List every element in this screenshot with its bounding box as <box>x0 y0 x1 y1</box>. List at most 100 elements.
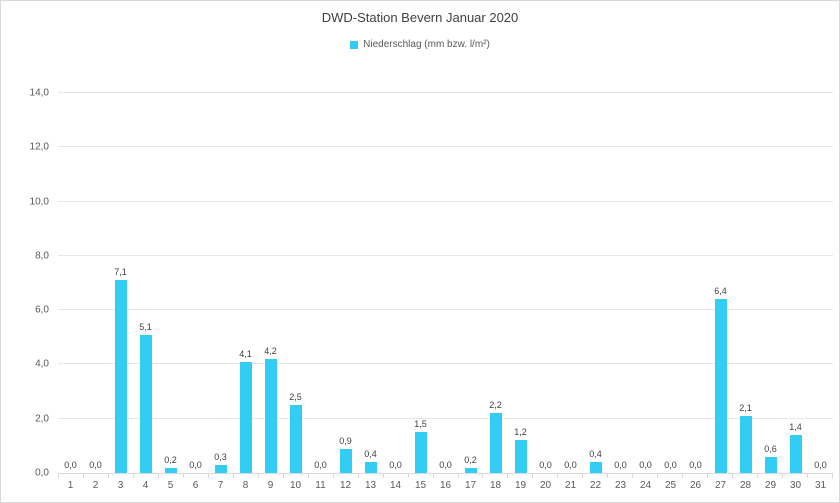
x-axis-label: 7 <box>217 480 224 491</box>
tick-mark <box>184 474 209 478</box>
tick-mark <box>783 474 809 478</box>
bar <box>114 280 127 473</box>
x-axis-label: 26 <box>689 480 702 491</box>
x-axis-label: 14 <box>389 480 402 491</box>
bar-category: 1,5 <box>408 93 433 473</box>
gridline <box>58 200 833 202</box>
x-axis-label: 29 <box>764 480 777 491</box>
tick-mark <box>359 474 384 478</box>
chart-title: DWD-Station Bevern Januar 2020 <box>321 10 519 25</box>
bar-value-label: 1,5 <box>414 419 427 430</box>
bar <box>239 361 252 473</box>
bar <box>714 299 727 473</box>
bar-value-label: 0,0 <box>814 460 827 470</box>
bar-category: 4,2 <box>258 93 283 473</box>
bar-value-label: 0,0 <box>639 460 652 470</box>
bar-category: 0,9 <box>333 93 358 473</box>
bar-category: 7,1 <box>108 93 133 473</box>
bar-value-label: 0,0 <box>89 460 102 470</box>
tick-mark <box>533 474 559 478</box>
y-axis-tick-label: 4,0 <box>35 358 49 370</box>
bar-category: 6,4 <box>708 93 733 473</box>
bar-category: 0,6 <box>758 93 783 473</box>
bar <box>414 432 427 473</box>
bar-value-label: 0,4 <box>364 449 377 460</box>
x-axis-label: 8 <box>242 480 249 491</box>
tick-mark <box>284 474 309 478</box>
bar-value-label: 0,6 <box>764 443 777 454</box>
legend-swatch-icon <box>350 40 359 49</box>
bar-category: 0,0 <box>608 93 633 473</box>
bar-category: 0,0 <box>183 93 208 473</box>
tick-mark <box>483 474 509 478</box>
bar-value-label: 4,2 <box>264 346 277 356</box>
bar-category: 0,0 <box>808 93 833 473</box>
bar-value-label: 0,0 <box>439 460 452 470</box>
x-axis-labels: 1 2 3 4 5 6 7 8 9 10 11 12 13 14 15 16 17 18 19 20 21 22 23 24 2… <box>58 480 833 491</box>
gridline <box>58 363 833 365</box>
x-axis-label: 25 <box>664 480 677 491</box>
tick-mark <box>109 474 134 478</box>
x-axis-label: 15 <box>414 480 427 491</box>
bar-value-label: 2,5 <box>289 392 302 403</box>
tick-mark <box>409 474 434 478</box>
gridline <box>58 146 833 148</box>
bar-value-label: 2,1 <box>739 403 752 413</box>
x-axis-label: 30 <box>789 480 802 491</box>
x-axis-label: 3 <box>117 480 124 491</box>
bar-value-label: 0,0 <box>564 460 577 470</box>
bar-value-label: 0,0 <box>664 460 677 470</box>
y-axis: 0,0 2,0 4,0 6,0 8,0 10,0 12,0 14,0 <box>1 88 49 479</box>
x-axis-label: 11 <box>315 480 326 491</box>
bar-category: 0,0 <box>83 93 108 473</box>
y-axis-tick-label: 10,0 <box>29 196 49 208</box>
bar-category: 1,4 <box>783 93 808 473</box>
bar-category: 0,0 <box>308 93 333 473</box>
x-axis-label: 2 <box>92 480 99 491</box>
bar <box>364 462 377 473</box>
tick-mark <box>808 474 834 478</box>
y-axis-tick-label: 2,0 <box>35 413 49 425</box>
bar <box>764 456 777 473</box>
tick-mark <box>159 474 184 478</box>
tick-mark <box>209 474 234 478</box>
bar-category: 1,2 <box>508 93 533 473</box>
tick-mark <box>708 474 734 478</box>
tick-mark <box>608 474 634 478</box>
bar-category: 0,0 <box>658 93 683 473</box>
legend-label: Niederschlag (mm bzw. l/m²) <box>363 39 490 50</box>
x-axis-label: 20 <box>539 480 552 491</box>
x-axis-label: 19 <box>514 480 527 491</box>
tick-mark <box>309 474 334 478</box>
tick-mark <box>758 474 784 478</box>
bar-value-label: 4,1 <box>239 348 252 359</box>
bar-category: 0,0 <box>533 93 558 473</box>
x-axis-label: 6 <box>192 480 199 491</box>
x-axis-label: 23 <box>614 480 627 491</box>
gridline <box>58 417 833 419</box>
bar-category: 0,0 <box>633 93 658 473</box>
bar-value-label: 6,4 <box>714 286 727 297</box>
plot-area: 0,0 0,0 7,1 5,1 0,2 0,0 0,3 4,1 4,2 2,5 0,0 0,9 0,4 0… <box>58 92 833 474</box>
x-axis-label: 1 <box>67 480 74 491</box>
legend: Niederschlag (mm bzw. l/m²) <box>1 39 839 50</box>
tick-mark <box>583 474 609 478</box>
x-axis-label: 31 <box>814 480 827 491</box>
x-axis-label: 28 <box>739 480 752 491</box>
x-axis-label: 12 <box>339 480 352 491</box>
bar-value-label: 0,2 <box>464 454 477 465</box>
bar-category: 0,4 <box>358 93 383 473</box>
x-axis-label: 21 <box>564 480 577 491</box>
bar-value-label: 0,4 <box>589 449 602 460</box>
gridline <box>58 92 833 93</box>
bar-value-label: 0,0 <box>614 460 627 470</box>
bar <box>289 405 302 473</box>
bar-category: 0,2 <box>158 93 183 473</box>
bar-category: 5,1 <box>133 93 158 473</box>
tick-mark <box>658 474 684 478</box>
tick-mark <box>84 474 109 478</box>
x-axis-label: 22 <box>589 480 602 491</box>
bar-value-label: 0,2 <box>164 454 177 465</box>
bar-value-label: 1,2 <box>514 427 527 438</box>
gridline <box>58 254 833 256</box>
